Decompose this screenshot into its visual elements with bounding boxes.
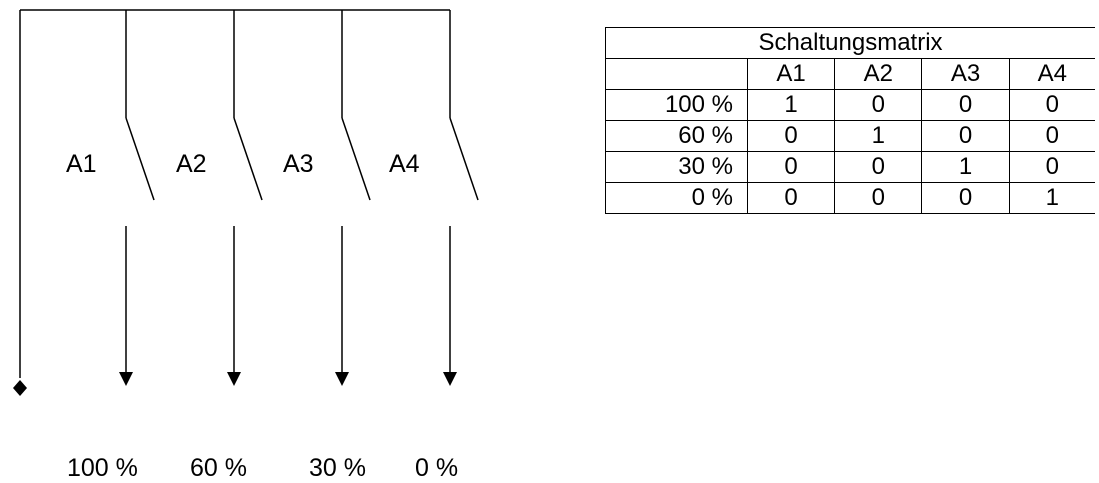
arrow-down-icon — [119, 372, 133, 386]
matrix-cell: 0 — [921, 120, 1010, 152]
arrow-down-icon — [443, 372, 457, 386]
supply-terminal-icon — [13, 380, 27, 396]
switch-a3-contact — [341, 117, 371, 201]
switch-a1 — [119, 10, 155, 386]
matrix-cell: 0 — [746, 182, 835, 214]
switch-a4-contact — [449, 117, 479, 201]
matrix-title-row: Schaltungsmatrix — [605, 27, 1095, 59]
output-label-100: 100 % — [67, 454, 138, 482]
switch-label-a4: A4 — [389, 150, 420, 178]
matrix-row: 60 % 0 1 0 0 — [605, 120, 1095, 152]
matrix-cell: 1 — [834, 120, 922, 152]
arrow-down-icon — [227, 372, 241, 386]
matrix-col-header: A3 — [921, 58, 1010, 90]
matrix-cell: 0 — [1008, 151, 1095, 183]
matrix-col-header: A2 — [834, 58, 922, 90]
switch-label-a2: A2 — [176, 150, 207, 178]
matrix-cell: 0 — [746, 120, 835, 152]
matrix-row-header: 100 % — [605, 89, 748, 121]
matrix-row: 0 % 0 0 0 1 — [605, 182, 1095, 214]
matrix-col-header: A1 — [746, 58, 835, 90]
matrix-cell: 0 — [834, 89, 922, 121]
matrix-header-row: A1 A2 A3 A4 — [605, 58, 1095, 90]
output-label-30: 30 % — [309, 454, 366, 482]
matrix-corner-cell — [605, 58, 748, 90]
switching-matrix-table: Schaltungsmatrix A1 A2 A3 A4 100 % 1 0 0… — [605, 27, 1095, 214]
switch-a2 — [227, 10, 263, 386]
matrix-row-header: 0 % — [605, 182, 748, 214]
matrix-cell: 0 — [921, 89, 1010, 121]
matrix-row: 100 % 1 0 0 0 — [605, 89, 1095, 121]
matrix-cell: 1 — [746, 89, 835, 121]
matrix-row-header: 30 % — [605, 151, 748, 183]
matrix-cell: 1 — [921, 151, 1010, 183]
matrix-row: 30 % 0 0 1 0 — [605, 151, 1095, 183]
arrow-down-icon — [335, 372, 349, 386]
switch-label-a1: A1 — [66, 150, 97, 178]
matrix-cell: 1 — [1008, 182, 1095, 214]
matrix-cell: 0 — [834, 151, 922, 183]
switch-a4 — [443, 10, 479, 386]
switch-a3 — [335, 10, 371, 386]
switch-a2-contact — [233, 117, 263, 201]
output-label-0: 0 % — [415, 454, 459, 482]
switch-label-a3: A3 — [283, 150, 314, 178]
matrix-row-header: 60 % — [605, 120, 748, 152]
switch-a1-contact — [125, 117, 155, 201]
matrix-cell: 0 — [921, 182, 1010, 214]
matrix-cell: 0 — [834, 182, 922, 214]
matrix-title: Schaltungsmatrix — [605, 27, 1095, 59]
matrix-cell: 0 — [746, 151, 835, 183]
matrix-cell: 0 — [1008, 120, 1095, 152]
output-label-60: 60 % — [190, 454, 247, 482]
matrix-cell: 0 — [1008, 89, 1095, 121]
matrix-col-header: A4 — [1008, 58, 1095, 90]
